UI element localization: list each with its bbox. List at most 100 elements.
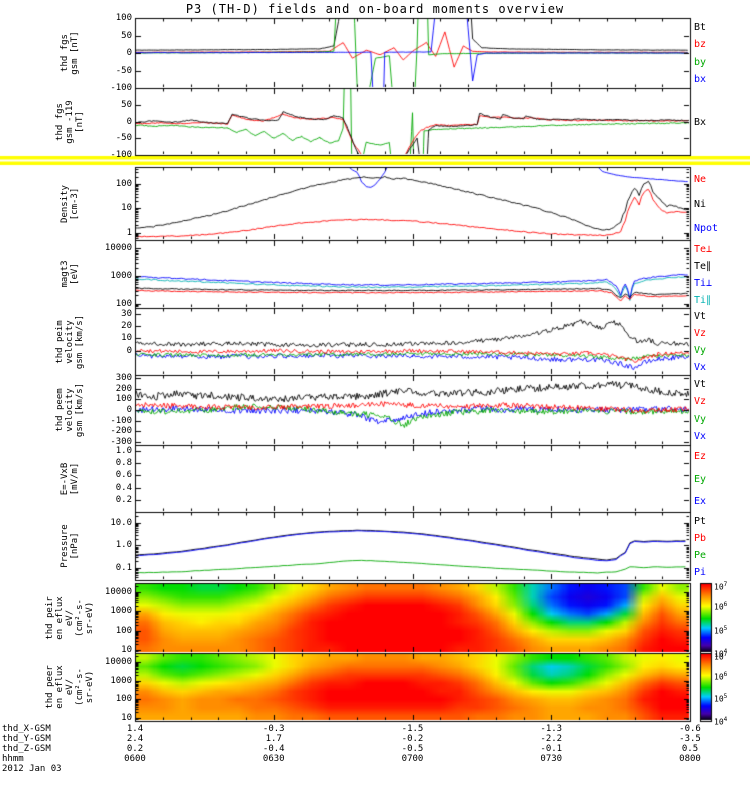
axis-row-value: -1.3 — [540, 724, 563, 734]
axis-row-value: -0.4 — [262, 744, 285, 754]
y-tick-label: 0.2 — [115, 494, 132, 505]
y-tick-label: -100 — [110, 415, 132, 426]
date-label: 2012 Jan 03 — [2, 764, 62, 774]
y-tick-label: 10000 — [104, 587, 132, 598]
y-tick-label: 200 — [115, 383, 132, 394]
y-tick-label: 20 — [121, 321, 132, 332]
y-tick-label: 1000 — [110, 271, 132, 282]
y-tick-label: 100 — [115, 298, 132, 309]
legend-item: bz — [694, 39, 707, 51]
colorbar-tick-label: 104 — [714, 648, 728, 659]
y-tick-label: -50 — [115, 65, 132, 76]
legend-item: Vt — [694, 378, 707, 390]
y-tick-label: 0 — [126, 116, 132, 127]
axis-row-value: -0.6 — [679, 724, 701, 734]
y-tick-label: 10 — [121, 333, 132, 344]
y-tick-label: 10 — [121, 203, 132, 214]
legend-item: Bx — [694, 116, 707, 128]
colorbar-tick-label: 105 — [714, 624, 728, 636]
y-tick-label: 100 — [115, 179, 132, 189]
axis-row-value: 0600 — [124, 754, 146, 764]
legend-item: Bt — [694, 21, 707, 33]
y-tick-label: 30 — [121, 309, 132, 320]
y-tick-label: 1000 — [110, 675, 132, 686]
legend-item: Ne — [694, 174, 707, 186]
legend-item: bx — [694, 74, 707, 86]
legend-item: Te∥ — [694, 260, 712, 272]
y-tick-label: 0.8 — [115, 458, 132, 469]
y-tick-label: -50 — [115, 133, 132, 144]
axis-row-label: thd_Y-GSM — [2, 734, 51, 744]
legend-item: by — [694, 56, 707, 68]
axis-row-value: 0730 — [540, 754, 563, 764]
axis-row-value: -0.5 — [401, 744, 424, 754]
legend-item: Te⊥ — [694, 243, 713, 255]
y-tick-label: 100 — [115, 394, 132, 405]
legend-item: Vt — [694, 311, 707, 323]
axis-row-value: 0700 — [401, 754, 424, 764]
axis-row-value: 1.7 — [265, 734, 282, 744]
legend-item: Vx — [694, 361, 707, 373]
y-tick-label: -100 — [110, 150, 132, 160]
y-tick-label: 1.0 — [115, 446, 132, 457]
y-tick-label: -300 — [110, 436, 132, 447]
legend-item: Vy — [694, 413, 707, 425]
y-tick-label: 0 — [126, 405, 132, 415]
axis-row-value: 0800 — [679, 754, 701, 764]
y-tick-label: 100 — [115, 694, 132, 705]
legend-item: Vy — [694, 344, 707, 356]
axis-row-value: 0.2 — [126, 744, 144, 754]
y-tick-label: 300 — [115, 373, 132, 384]
axis-row-value: 1.4 — [126, 724, 144, 734]
y-tick-label: 0.1 — [115, 563, 132, 574]
axis-row-value: -2.2 — [540, 734, 563, 744]
y-tick-label: 100 — [115, 625, 132, 636]
legend-item: Vz — [694, 328, 707, 340]
colorbar-tick-label: 107 — [714, 651, 728, 662]
legend-item: Ey — [694, 473, 707, 485]
colorbar-tick-label: 104 — [714, 716, 728, 727]
legend-item: Pe — [694, 549, 707, 561]
colorbar-tick-label: 105 — [714, 693, 728, 704]
axis-row-label: hhmm — [2, 754, 24, 764]
legend-item: Pt — [694, 515, 707, 527]
colorbar-tick-label: 106 — [714, 601, 728, 612]
legend-item: Ex — [694, 495, 707, 507]
y-tick-label: 0 — [126, 48, 132, 58]
y-tick-label: 1000 — [110, 606, 132, 617]
y-tick-label: 10000 — [104, 243, 132, 254]
axis-row-value: -0.3 — [262, 724, 285, 734]
legend-item: Ti∥ — [694, 294, 712, 306]
axis-row-value: 2.4 — [126, 734, 144, 744]
colorbar-tick-label: 106 — [714, 670, 728, 682]
axis-row-value: -3.5 — [679, 734, 701, 744]
axis-row-value: -1.5 — [401, 724, 424, 734]
y-tick-label: 10 — [121, 713, 132, 724]
y-tick-label: 1.0 — [115, 540, 132, 551]
y-tick-label: 1 — [126, 227, 132, 238]
axis-row-label: thd_X-GSM — [2, 724, 51, 734]
y-tick-label: 10.0 — [110, 517, 132, 528]
legend-item: Pb — [694, 532, 707, 544]
axis-row-value: 0.5 — [681, 744, 699, 754]
axis-row-value: 0630 — [262, 754, 285, 764]
y-tick-label: 0.6 — [115, 470, 132, 481]
y-tick-label: 100 — [115, 13, 132, 23]
y-tick-label: 0.4 — [115, 482, 132, 493]
legend-item: Ni — [694, 198, 707, 210]
axis-row-value: -0.2 — [401, 734, 424, 744]
legend-item: Ti⊥ — [694, 277, 713, 289]
y-tick-label: -100 — [110, 83, 132, 93]
y-tick-label: 50 — [121, 30, 132, 41]
y-tick-label: 10000 — [104, 656, 132, 667]
y-tick-label: 0 — [126, 345, 132, 356]
legend-item: Vz — [694, 396, 707, 408]
plot-title: P3 (TH-D) fields and on-board moments ov… — [185, 2, 565, 16]
axis-row-value: -0.1 — [540, 744, 563, 754]
legend-item: Pi — [694, 566, 707, 578]
y-tick-label: 50 — [121, 99, 132, 110]
y-tick-label: -200 — [110, 426, 132, 437]
